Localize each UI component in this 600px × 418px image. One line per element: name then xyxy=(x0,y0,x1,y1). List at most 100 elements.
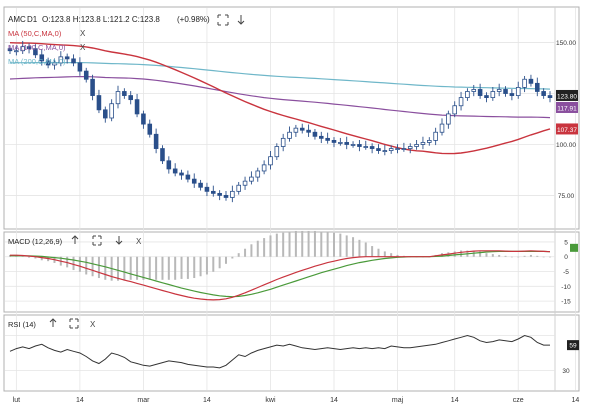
macd-hist-bar xyxy=(148,256,151,280)
candle-body xyxy=(83,70,89,80)
ma-value-box xyxy=(556,123,578,135)
macd-hist-bar xyxy=(91,256,94,277)
ma200-line xyxy=(9,62,551,90)
price-candles xyxy=(7,40,553,203)
arrow-down-icon[interactable] xyxy=(237,15,245,25)
macd-hist-bar xyxy=(339,233,342,257)
indicator-lines xyxy=(9,42,551,369)
candle-body xyxy=(376,148,381,151)
candle-body xyxy=(217,192,222,196)
candle-body xyxy=(7,48,13,52)
macd-hist-bar xyxy=(301,230,304,257)
candle-body xyxy=(172,168,178,174)
macd-hist-bar xyxy=(491,254,494,257)
macd-hist-bar xyxy=(142,256,145,280)
candle-body xyxy=(204,186,210,192)
y-tick-label: 75.00 xyxy=(558,193,575,200)
candle-body xyxy=(331,139,337,143)
y-tick-label: 100.00 xyxy=(556,142,576,149)
rsi-close-icon[interactable]: X xyxy=(90,320,96,329)
candle-body xyxy=(407,146,413,149)
candle-body xyxy=(401,148,407,150)
y-tick-label: -5 xyxy=(563,269,569,276)
candle-body xyxy=(166,160,172,170)
macd-hist-bar xyxy=(549,256,551,258)
macd-hist-bar xyxy=(320,231,323,257)
macd-hist-bar xyxy=(72,256,75,271)
macd-hist-bar xyxy=(498,254,501,257)
macd-hist-bar xyxy=(244,248,247,257)
candle-body xyxy=(452,105,457,115)
macd-hist-bar xyxy=(136,256,139,280)
header-ohlc: O:123.8 H:123.8 L:121.2 C:123.8 xyxy=(42,15,160,24)
macd-panel-border xyxy=(3,231,580,313)
candle-body xyxy=(522,78,527,88)
legend-ma50-close-icon[interactable]: X xyxy=(80,29,86,38)
axis-labels: 75.00100.00125.00150.0050-5-10-1530123.8… xyxy=(556,40,579,375)
macd-hist-bar xyxy=(97,256,100,279)
current-price-label: 123.80 xyxy=(557,93,577,100)
macd-hist-bar xyxy=(34,256,37,259)
candle-body xyxy=(58,56,64,64)
rsi-value-box xyxy=(567,340,579,351)
macd-hist-bar xyxy=(485,253,488,257)
macd-hist-bar xyxy=(523,255,526,257)
candle-body xyxy=(141,113,146,125)
ma-value-label: 107.37 xyxy=(557,127,577,134)
macd-hist-bar xyxy=(396,254,399,257)
macd-hist-bar xyxy=(313,230,316,257)
candle-body xyxy=(319,135,324,139)
y-tick-label: 150.00 xyxy=(556,40,576,47)
x-tick-label: 14 xyxy=(451,397,459,404)
macd-value-marker xyxy=(570,243,578,252)
candle-body xyxy=(211,190,216,194)
macd-hist-bar xyxy=(345,235,348,257)
macd-close-icon[interactable]: X xyxy=(136,237,142,246)
candle-body xyxy=(255,170,261,178)
x-tick-label: lut xyxy=(13,397,20,404)
x-tick-label: 14 xyxy=(330,397,338,404)
macd-hist-bar xyxy=(225,256,227,264)
rsi-expand-icon[interactable] xyxy=(69,318,79,329)
candle-body xyxy=(103,109,108,119)
macd-arrow-down-icon[interactable] xyxy=(115,236,123,245)
macd-hist-bar xyxy=(288,231,291,257)
macd-expand-icon[interactable] xyxy=(92,235,102,246)
legend-ma100-close-icon[interactable]: X xyxy=(80,43,86,52)
rsi-arrow-up-icon[interactable] xyxy=(49,318,57,327)
x-tick-label: mar xyxy=(137,397,150,404)
macd-hist-bar xyxy=(307,230,310,257)
expand-icon[interactable] xyxy=(217,14,229,26)
macd-arrow-up-icon[interactable] xyxy=(71,235,79,244)
ma-value-label: 117.91 xyxy=(557,105,577,112)
macd-hist-bar xyxy=(275,233,278,257)
macd-hist-bar xyxy=(78,256,81,272)
macd-hist-bar xyxy=(104,256,107,280)
candle-body xyxy=(344,142,349,145)
candle-body xyxy=(236,184,241,192)
candle-body xyxy=(179,172,184,176)
candle-body xyxy=(230,190,235,198)
candle-body xyxy=(115,91,121,105)
candle-body xyxy=(109,103,114,119)
rsi-value-label: 59 xyxy=(569,343,577,350)
x-tick-label: maj xyxy=(392,397,404,404)
candle-body xyxy=(147,123,153,135)
macd-hist-bar xyxy=(294,230,297,257)
macd-hist-bar xyxy=(237,253,240,257)
candle-body xyxy=(293,127,299,133)
macd-hist-bar xyxy=(186,256,189,279)
candle-body xyxy=(509,93,515,96)
macd-hist-bar xyxy=(479,251,482,257)
candle-body xyxy=(535,82,540,92)
candle-body xyxy=(446,113,451,125)
macd-hist-bar xyxy=(383,251,386,257)
candle-body xyxy=(198,182,203,188)
header-symbol: AMC xyxy=(8,15,26,24)
candle-body xyxy=(420,142,426,145)
candle-body xyxy=(96,95,102,111)
candle-body xyxy=(71,58,76,64)
candle-body xyxy=(465,91,470,99)
candle-body xyxy=(52,62,57,66)
